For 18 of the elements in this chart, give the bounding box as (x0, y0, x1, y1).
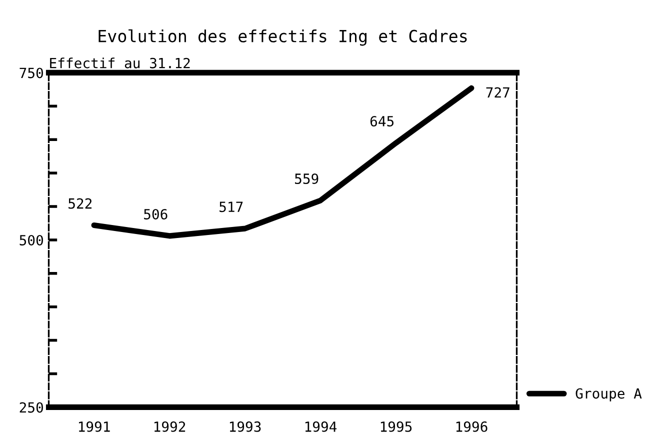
x-tick-label: 1993 (230, 421, 261, 432)
y-tick-label: 500 (20, 234, 43, 246)
x-tick-label: 1991 (78, 421, 110, 432)
legend-label: Groupe A (576, 388, 642, 402)
data-label: 727 (486, 87, 510, 98)
x-tick-label: 1992 (154, 421, 186, 432)
y-tick-label: 750 (20, 68, 43, 78)
data-label: 522 (68, 198, 92, 209)
data-label: 506 (144, 208, 168, 220)
x-tick-label: 1996 (456, 421, 488, 432)
y-axis-title: Effectif au 31.12 (50, 58, 190, 68)
x-tick-label: 1995 (380, 421, 412, 432)
x-tick-label: 1994 (305, 421, 337, 432)
data-label: 559 (295, 174, 318, 184)
data-label: 517 (220, 202, 243, 212)
chart-title: Evolution des effectifs Ing et Cadres (98, 29, 467, 46)
data-label: 645 (370, 116, 394, 126)
y-tick-label: 250 (20, 402, 43, 413)
